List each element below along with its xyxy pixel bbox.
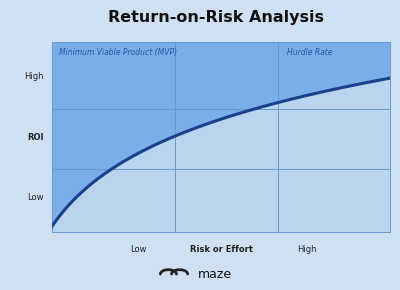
Text: maze: maze bbox=[198, 268, 232, 280]
Text: High: High bbox=[298, 245, 317, 254]
Text: Risk or Effort: Risk or Effort bbox=[190, 245, 252, 254]
Text: Return-on-Risk Analysis: Return-on-Risk Analysis bbox=[108, 10, 324, 25]
Text: Low: Low bbox=[130, 245, 146, 254]
Text: High: High bbox=[24, 72, 44, 81]
Polygon shape bbox=[52, 42, 390, 226]
Text: ROI: ROI bbox=[27, 133, 44, 142]
Text: Minimum Viable Product (MVP): Minimum Viable Product (MVP) bbox=[59, 48, 177, 57]
Text: Low: Low bbox=[27, 193, 44, 202]
Text: Hurdle Rate: Hurdle Rate bbox=[287, 48, 332, 57]
